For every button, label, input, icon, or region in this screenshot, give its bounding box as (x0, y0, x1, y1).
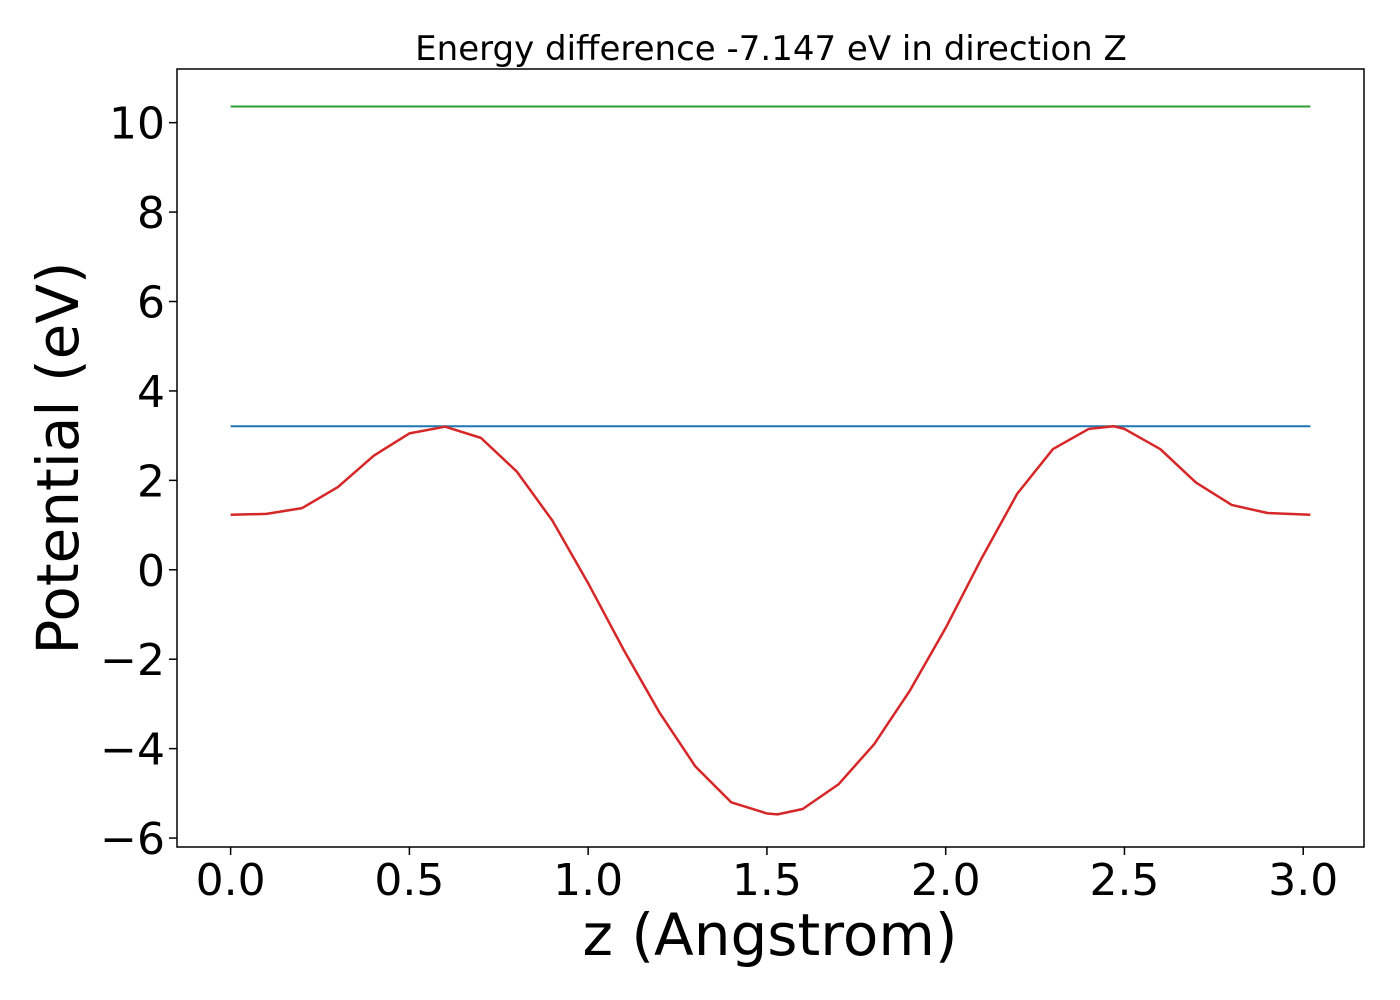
y-tick-label: 4 (137, 367, 165, 418)
series-layer (230, 105, 1311, 816)
x-tick-label: 0.5 (374, 855, 444, 906)
chart-title: Energy difference -7.147 eV in direction… (415, 29, 1127, 69)
y-axis-label: Potential (eV) (24, 261, 92, 654)
y-tick-label: −2 (100, 635, 165, 686)
y-tick-label: 6 (137, 278, 165, 329)
y-tick-label: 0 (137, 546, 165, 597)
x-tick-label: 2.5 (1089, 855, 1159, 906)
x-axis-label: z (Angstrom) (583, 901, 958, 969)
y-tick-label: 8 (137, 188, 165, 239)
y-tick-label: 10 (109, 99, 165, 150)
x-tick-label: 1.0 (553, 855, 623, 906)
x-tick-label: 1.5 (732, 855, 802, 906)
x-tick-label: 2.0 (911, 855, 981, 906)
x-tick-label: 3.0 (1268, 855, 1338, 906)
y-tick-label: −6 (100, 814, 165, 865)
y-axis-ticks: −6 −4 −2 0 2 4 6 8 10 (100, 99, 177, 865)
y-tick-label: 2 (137, 456, 165, 507)
x-axis-ticks: 0.0 0.5 1.0 1.5 2.0 2.5 3.0 (196, 847, 1338, 906)
x-tick-label: 0.0 (196, 855, 266, 906)
y-tick-label: −4 (100, 725, 165, 776)
potential-curve-line (230, 425, 1311, 816)
plot-area-frame (176, 68, 1365, 848)
